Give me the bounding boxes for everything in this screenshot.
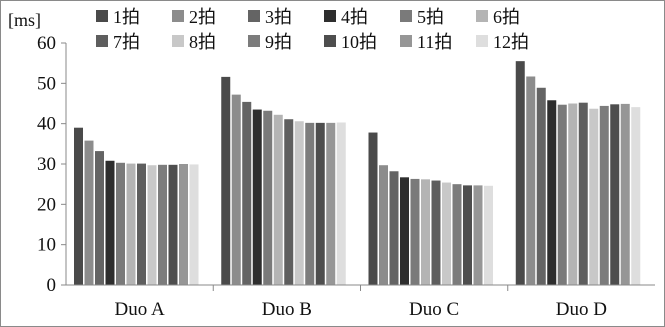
legend-swatch <box>324 10 336 22</box>
x-tick-label: Duo A <box>115 299 165 320</box>
legend-swatch <box>476 35 488 47</box>
bar <box>536 87 546 286</box>
legend-label: 10拍 <box>341 32 377 52</box>
y-tick-label: 60 <box>37 33 56 54</box>
bar <box>168 164 178 285</box>
bar <box>400 177 409 285</box>
bar <box>515 61 525 286</box>
bar <box>231 94 241 285</box>
legend-swatch <box>172 10 184 22</box>
y-tick-label: 30 <box>37 154 56 175</box>
legend-swatch <box>248 35 260 47</box>
legend-label: 5拍 <box>417 7 444 27</box>
y-tick-label: 10 <box>37 235 56 256</box>
y-tick-label: 0 <box>47 275 57 296</box>
bar <box>126 163 136 285</box>
bar <box>620 103 630 286</box>
bar <box>179 164 188 285</box>
bar <box>484 185 493 285</box>
legend-label: 4拍 <box>341 7 368 27</box>
legend-swatch <box>476 10 488 22</box>
bar <box>294 121 304 285</box>
x-tick-label: Duo B <box>262 299 312 320</box>
bar <box>368 132 378 285</box>
legend-swatch <box>96 35 108 47</box>
bar <box>463 185 472 285</box>
bar <box>568 103 578 285</box>
bar <box>452 184 462 285</box>
bar <box>242 101 252 285</box>
bar <box>84 140 94 285</box>
legend-label: 8拍 <box>189 32 216 52</box>
legend-swatch <box>400 10 412 22</box>
bar <box>431 180 441 285</box>
bar <box>379 165 388 285</box>
bar <box>105 160 115 285</box>
bar <box>147 165 157 285</box>
bar <box>137 163 146 285</box>
legend-label: 2拍 <box>189 7 216 27</box>
legend-swatch <box>248 10 260 22</box>
bar <box>252 109 262 285</box>
y-tick-label: 50 <box>37 73 56 94</box>
bar <box>421 179 430 285</box>
bar <box>389 171 399 285</box>
bar <box>578 102 588 285</box>
legend-label: 3拍 <box>265 7 292 27</box>
legend-swatch <box>172 35 184 47</box>
bar <box>589 108 599 286</box>
bar <box>305 122 315 285</box>
bar <box>326 122 336 285</box>
bar <box>336 122 346 286</box>
bar <box>189 164 199 285</box>
legend-label: 12拍 <box>493 32 529 52</box>
x-tick-label: Duo D <box>556 299 607 320</box>
bar <box>599 105 609 285</box>
bar <box>273 114 283 285</box>
bar <box>263 110 273 285</box>
bar <box>74 127 83 285</box>
legend-swatch <box>400 35 412 47</box>
legend-swatch <box>324 35 336 47</box>
bar <box>284 119 294 285</box>
legend-label: 1拍 <box>113 7 140 27</box>
bar <box>473 185 483 285</box>
legend-swatch <box>96 10 108 22</box>
legend-label: 11拍 <box>417 32 452 52</box>
bar <box>158 164 167 285</box>
legend-label: 9拍 <box>265 32 292 52</box>
bar <box>95 151 104 285</box>
x-tick-label: Duo C <box>409 299 459 320</box>
bar <box>410 178 420 285</box>
bar <box>315 122 325 285</box>
y-tick-label: 40 <box>37 114 56 135</box>
bar <box>221 76 231 285</box>
legend-label: 7拍 <box>113 32 140 52</box>
legend-label: 6拍 <box>493 7 520 27</box>
bar <box>116 162 125 285</box>
bar <box>557 104 567 286</box>
bar <box>442 182 451 285</box>
bar <box>610 104 620 285</box>
bar <box>526 76 536 285</box>
bar <box>547 100 557 286</box>
y-tick-label: 20 <box>37 194 56 215</box>
bar <box>631 107 641 285</box>
y-axis-unit-label: [ms] <box>8 10 41 30</box>
